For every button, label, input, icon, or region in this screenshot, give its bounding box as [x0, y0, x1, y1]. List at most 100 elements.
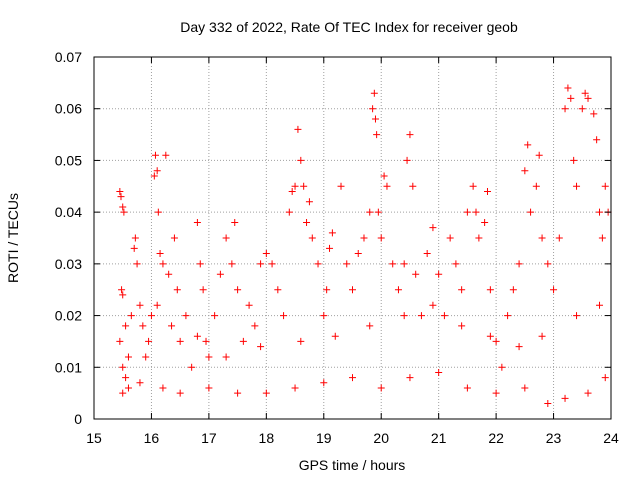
x-tick-label: 20	[373, 430, 389, 446]
data-point	[285, 208, 293, 216]
data-point	[116, 337, 124, 345]
data-point	[377, 384, 385, 392]
data-point	[452, 260, 460, 268]
data-point	[205, 384, 213, 392]
data-point	[320, 312, 328, 320]
y-axis-label: ROTI / TECUs	[5, 193, 21, 283]
x-tick-label: 23	[546, 430, 562, 446]
data-point	[130, 244, 138, 252]
data-point	[377, 234, 385, 242]
data-point	[429, 224, 437, 232]
data-point	[581, 89, 589, 97]
data-point	[153, 167, 161, 175]
data-point	[117, 193, 125, 201]
data-point	[521, 167, 529, 175]
data-point	[343, 260, 351, 268]
data-point	[567, 94, 575, 102]
data-point	[417, 312, 425, 320]
data-point	[297, 337, 305, 345]
data-point	[136, 301, 144, 309]
data-point	[389, 260, 397, 268]
data-point	[544, 260, 552, 268]
data-point	[176, 337, 184, 345]
x-tick-label: 15	[86, 430, 102, 446]
data-point	[412, 270, 420, 278]
data-point	[504, 312, 512, 320]
data-point	[326, 244, 334, 252]
data-point	[337, 182, 345, 190]
data-point	[515, 343, 523, 351]
data-point	[205, 353, 213, 361]
data-point	[406, 374, 414, 382]
data-point	[371, 115, 379, 123]
data-point	[472, 208, 480, 216]
data-point	[429, 301, 437, 309]
data-point	[122, 374, 130, 382]
data-point	[570, 156, 578, 164]
data-point	[239, 337, 247, 345]
data-point	[349, 286, 356, 294]
data-point	[538, 332, 546, 340]
data-point	[435, 368, 443, 376]
plot-border	[93, 56, 612, 420]
data-point	[498, 363, 506, 371]
x-tick-label: 17	[201, 430, 217, 446]
data-point	[222, 234, 230, 242]
data-point	[328, 229, 336, 237]
data-point	[291, 182, 299, 190]
data-point	[349, 374, 356, 382]
data-point	[268, 260, 276, 268]
chart-title: Day 332 of 2022, Rate Of TEC Index for r…	[180, 19, 518, 35]
data-point	[573, 182, 581, 190]
data-point	[159, 384, 167, 392]
data-point	[234, 286, 242, 294]
data-point	[216, 270, 224, 278]
data-point	[515, 260, 523, 268]
x-tick-label: 21	[431, 430, 447, 446]
data-point	[400, 260, 408, 268]
data-point	[116, 187, 124, 195]
data-point	[394, 286, 402, 294]
data-point	[127, 312, 135, 320]
data-point	[463, 384, 471, 392]
data-point	[119, 291, 127, 299]
data-point	[366, 208, 374, 216]
data-point	[373, 131, 381, 139]
data-point	[320, 379, 328, 387]
data-point	[400, 312, 408, 320]
data-point	[555, 234, 563, 242]
data-point	[202, 337, 210, 345]
data-point	[509, 286, 517, 294]
data-point	[124, 384, 132, 392]
y-tick-label: 0.01	[55, 359, 82, 375]
data-point	[133, 260, 141, 268]
data-point	[182, 312, 190, 320]
data-point	[222, 353, 230, 361]
data-point	[521, 384, 529, 392]
data-point	[383, 182, 391, 190]
data-point	[119, 363, 127, 371]
data-point	[409, 182, 417, 190]
data-point	[257, 260, 265, 268]
data-point	[199, 286, 207, 294]
data-point	[593, 136, 601, 144]
data-point	[527, 208, 535, 216]
data-point	[314, 260, 322, 268]
x-tick-label: 16	[144, 430, 160, 446]
data-point	[435, 270, 443, 278]
data-point	[584, 389, 592, 397]
data-point	[145, 337, 153, 345]
data-point	[168, 322, 176, 330]
data-point	[136, 379, 144, 387]
data-point	[257, 343, 265, 351]
data-point	[360, 234, 368, 242]
data-point	[403, 156, 411, 164]
data-point	[369, 105, 377, 113]
data-point	[251, 322, 259, 330]
data-point	[150, 172, 158, 180]
data-point	[303, 218, 311, 226]
data-point	[538, 234, 546, 242]
x-axis-label: GPS time / hours	[299, 457, 406, 473]
y-axis-ticks: 0 0.01 0.02 0.03 0.04 0.05 0.06 0.07	[55, 49, 611, 427]
